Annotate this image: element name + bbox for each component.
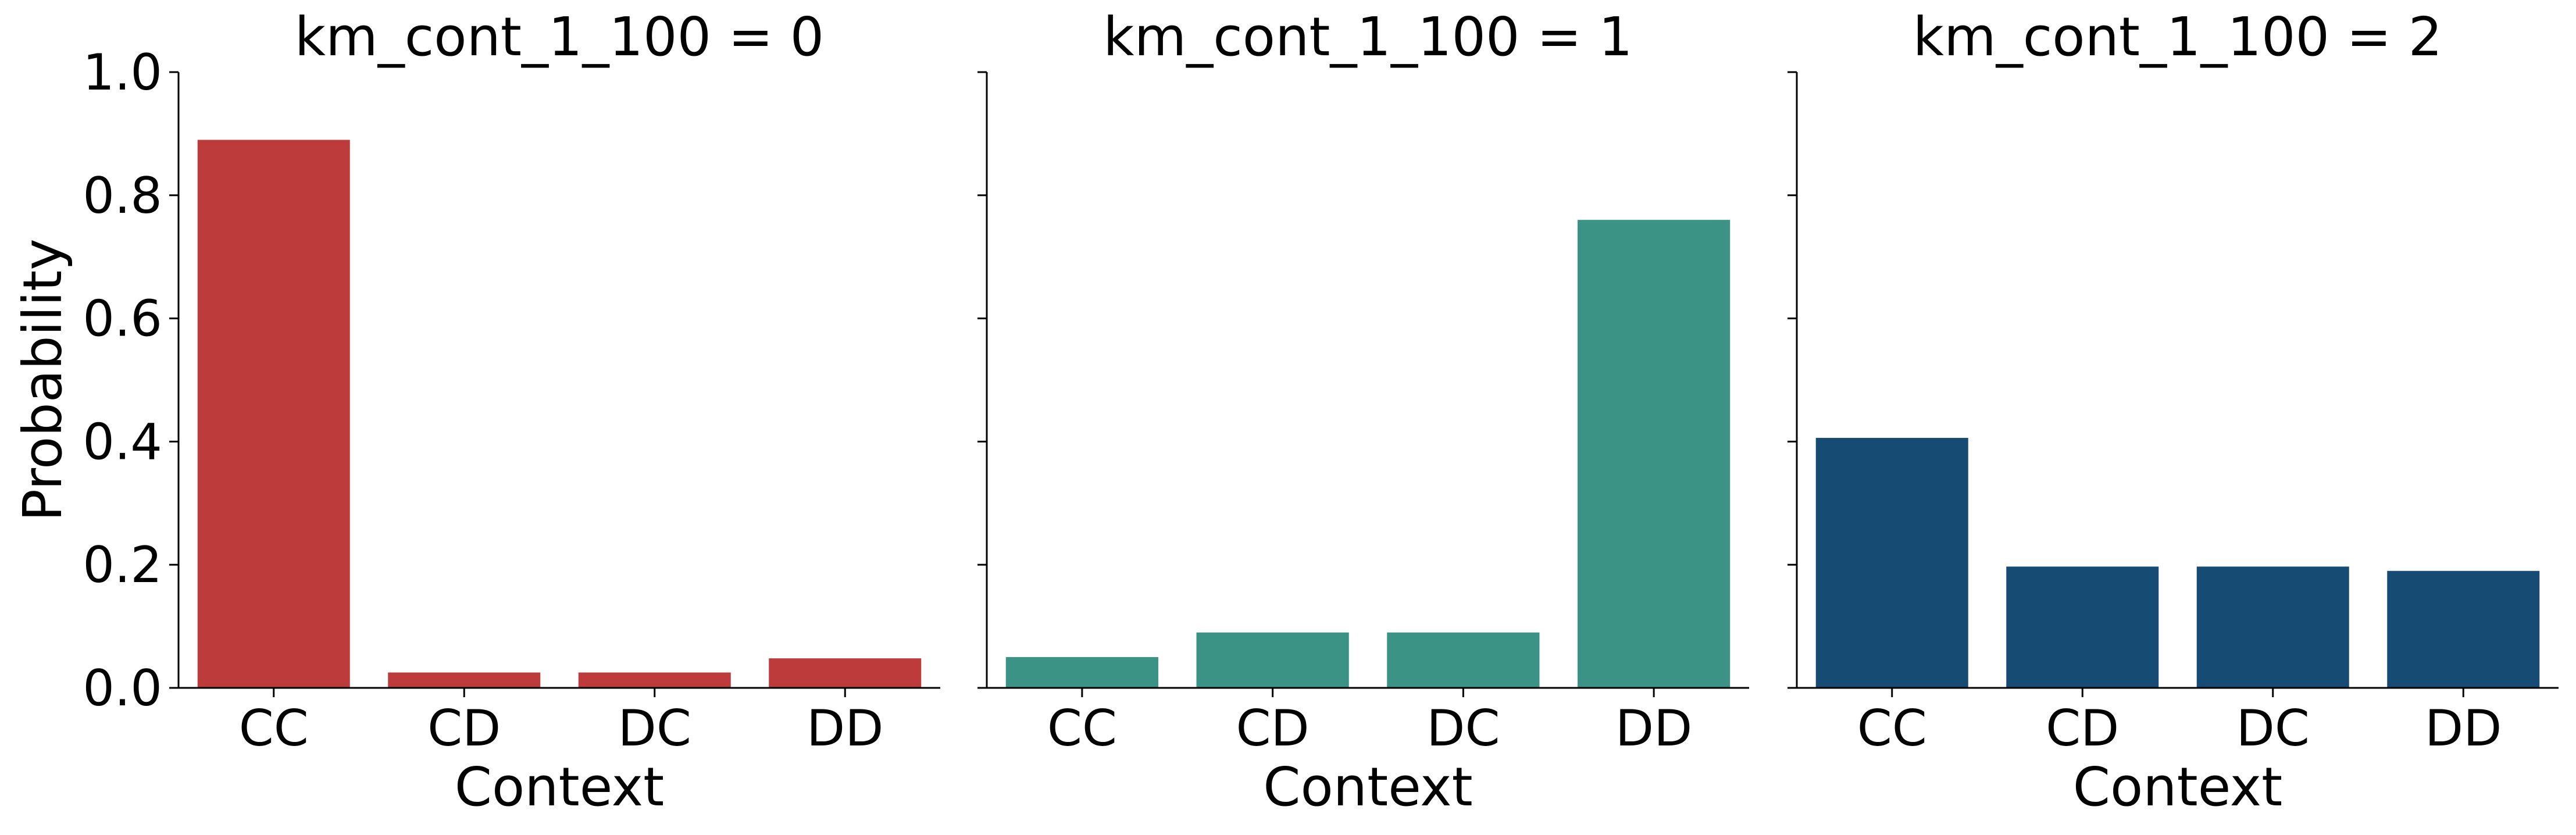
y-tick-label: 0.4 — [83, 413, 162, 471]
x-tick-label: DD — [2425, 700, 2502, 758]
bar-dc — [2196, 566, 2349, 688]
x-tick-label: CC — [239, 700, 309, 758]
x-tick-label: CD — [2046, 700, 2119, 758]
x-tick-label: DC — [2236, 700, 2310, 758]
bar-cd — [1196, 632, 1349, 688]
bar-dc — [1387, 632, 1540, 688]
bar-cd — [388, 672, 541, 688]
bar-dd — [2387, 570, 2540, 688]
y-tick-label: 0.6 — [83, 290, 162, 348]
bar-dd — [769, 658, 922, 688]
x-tick-label: DD — [1615, 700, 1692, 758]
bar-cc — [1005, 657, 1158, 688]
panel-title: km_cont_1_100 = 0 — [295, 6, 824, 68]
panel-km-cont-1: km_cont_1_100 = 1 Context CC CD DC DD — [977, 6, 1749, 818]
x-tick-label: DC — [1426, 700, 1500, 758]
x-axis-label: Context — [1263, 756, 1472, 818]
x-axis-label: Context — [455, 756, 664, 818]
bar-dc — [578, 672, 731, 688]
x-tick-label: DC — [618, 700, 691, 758]
y-tick-label: 0.0 — [83, 659, 162, 718]
x-tick-label: CC — [1857, 700, 1927, 758]
x-tick-label: CC — [1047, 700, 1117, 758]
y-tick-label: 0.2 — [83, 536, 162, 594]
bar-cc — [1815, 438, 1968, 688]
panel-km-cont-0: km_cont_1_100 = 0 Probability Context 0.… — [12, 6, 940, 818]
bar-cd — [2006, 566, 2159, 688]
x-tick-label: DD — [807, 700, 883, 758]
y-axis-label: Probability — [12, 238, 74, 521]
y-tick-label: 1.0 — [83, 44, 162, 102]
x-tick-label: CD — [1236, 700, 1309, 758]
x-tick-label: CD — [427, 700, 501, 758]
y-tick-label: 0.8 — [83, 167, 162, 225]
panel-title: km_cont_1_100 = 1 — [1103, 6, 1632, 68]
panel-km-cont-2: km_cont_1_100 = 2 Context CC CD DC DD — [1787, 6, 2559, 818]
bar-dd — [1578, 220, 1731, 688]
x-axis-label: Context — [2073, 756, 2282, 818]
bar-cc — [197, 140, 350, 688]
panel-title: km_cont_1_100 = 2 — [1913, 6, 2442, 68]
